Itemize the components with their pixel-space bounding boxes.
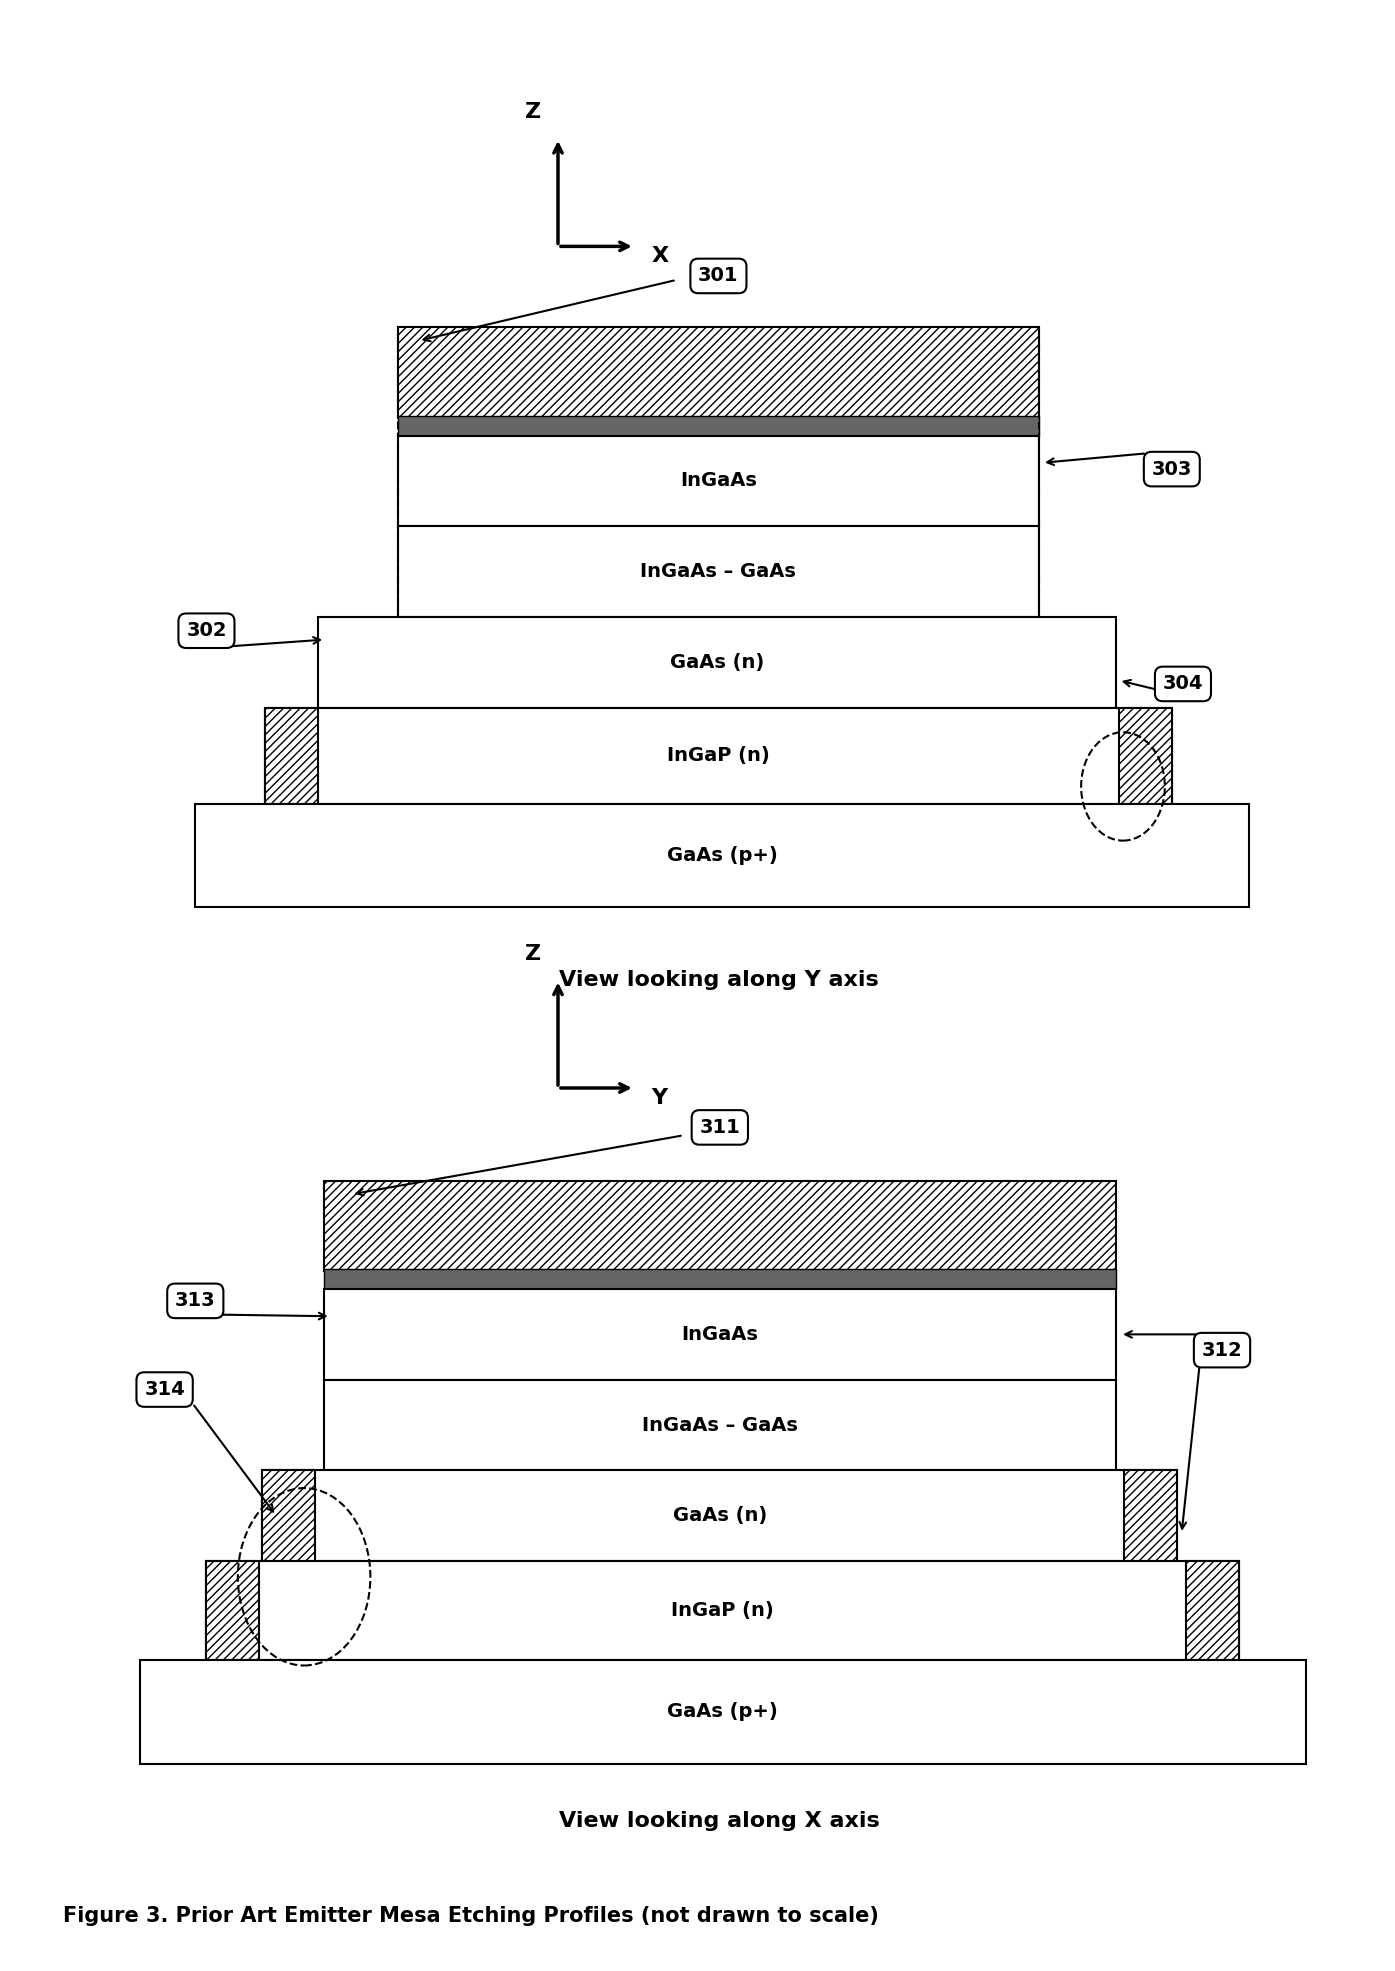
Text: 313: 313: [174, 1291, 216, 1311]
Bar: [206, 1561, 259, 1660]
Bar: [398, 327, 1039, 418]
Bar: [398, 436, 1039, 526]
Text: View looking along Y axis: View looking along Y axis: [558, 970, 879, 989]
Bar: [262, 1470, 1177, 1561]
Text: 311: 311: [699, 1118, 741, 1137]
Text: 314: 314: [144, 1380, 186, 1399]
Bar: [1124, 1470, 1177, 1561]
Text: X: X: [651, 246, 668, 266]
Bar: [262, 1470, 315, 1561]
Text: InGaAs – GaAs: InGaAs – GaAs: [640, 562, 797, 581]
Text: 304: 304: [1162, 674, 1204, 694]
Bar: [318, 617, 1116, 708]
Text: Y: Y: [651, 1088, 668, 1108]
Bar: [324, 1380, 1116, 1470]
Bar: [1186, 1561, 1239, 1660]
Bar: [206, 1561, 1239, 1660]
Bar: [398, 526, 1039, 617]
Text: 303: 303: [1152, 459, 1191, 479]
Bar: [1119, 708, 1172, 804]
Bar: [398, 416, 1039, 436]
Text: InGaAs: InGaAs: [681, 1325, 759, 1344]
Text: InGaAs: InGaAs: [679, 471, 757, 491]
Text: Figure 3. Prior Art Emitter Mesa Etching Profiles (not drawn to scale): Figure 3. Prior Art Emitter Mesa Etching…: [63, 1906, 879, 1926]
Text: View looking along X axis: View looking along X axis: [559, 1811, 880, 1831]
Bar: [324, 1289, 1116, 1380]
Text: Z: Z: [525, 102, 541, 122]
Text: GaAs (p+): GaAs (p+): [667, 846, 777, 865]
Bar: [140, 1660, 1306, 1764]
Text: GaAs (n): GaAs (n): [672, 1506, 767, 1526]
Text: InGaP (n): InGaP (n): [667, 747, 770, 765]
Text: GaAs (p+): GaAs (p+): [667, 1703, 778, 1721]
Bar: [324, 1181, 1116, 1271]
Bar: [265, 708, 1172, 804]
Text: 302: 302: [186, 621, 227, 641]
Text: InGaP (n): InGaP (n): [671, 1600, 774, 1620]
Text: Z: Z: [525, 944, 541, 964]
Text: 312: 312: [1201, 1340, 1243, 1360]
Text: InGaAs – GaAs: InGaAs – GaAs: [642, 1415, 798, 1435]
Bar: [324, 1269, 1116, 1289]
Bar: [195, 804, 1249, 907]
Text: GaAs (n): GaAs (n): [670, 652, 764, 672]
Bar: [265, 708, 318, 804]
Text: 301: 301: [698, 266, 739, 286]
